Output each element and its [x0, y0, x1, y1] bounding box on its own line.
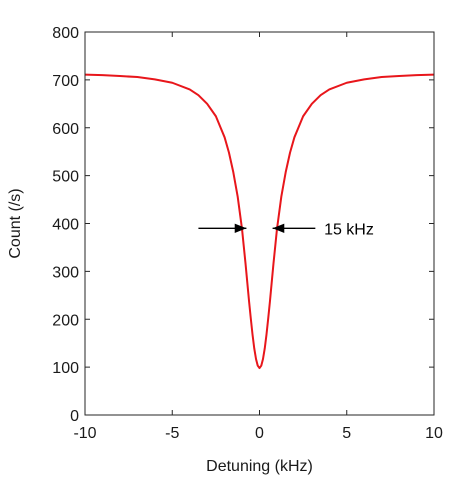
y-tick-label: 500	[52, 169, 79, 186]
series-layer	[84, 73, 435, 370]
y-tick-label: 100	[52, 360, 79, 377]
y-tick-label: 700	[52, 73, 79, 90]
x-tick-label: -5	[165, 425, 179, 442]
annotation-layer: 15 kHz	[198, 221, 374, 238]
y-axis-label: Count (/s)	[7, 188, 24, 258]
x-tick-label: 0	[255, 425, 264, 442]
fwhm-label: 15 kHz	[324, 221, 374, 238]
y-tick-label: 400	[52, 217, 79, 234]
x-tick-label: -10	[73, 425, 96, 442]
plot-frame	[84, 31, 435, 416]
y-tick-label: 0	[70, 408, 79, 425]
y-tick-label: 600	[52, 121, 79, 138]
x-axis-label: Detuning (kHz)	[206, 458, 313, 475]
series-line	[84, 73, 435, 370]
y-tick-label: 800	[52, 25, 79, 42]
y-tick-label: 300	[52, 264, 79, 281]
y-tick-label: 200	[52, 312, 79, 329]
x-tick-label: 10	[425, 425, 443, 442]
x-tick-label: 5	[342, 425, 351, 442]
